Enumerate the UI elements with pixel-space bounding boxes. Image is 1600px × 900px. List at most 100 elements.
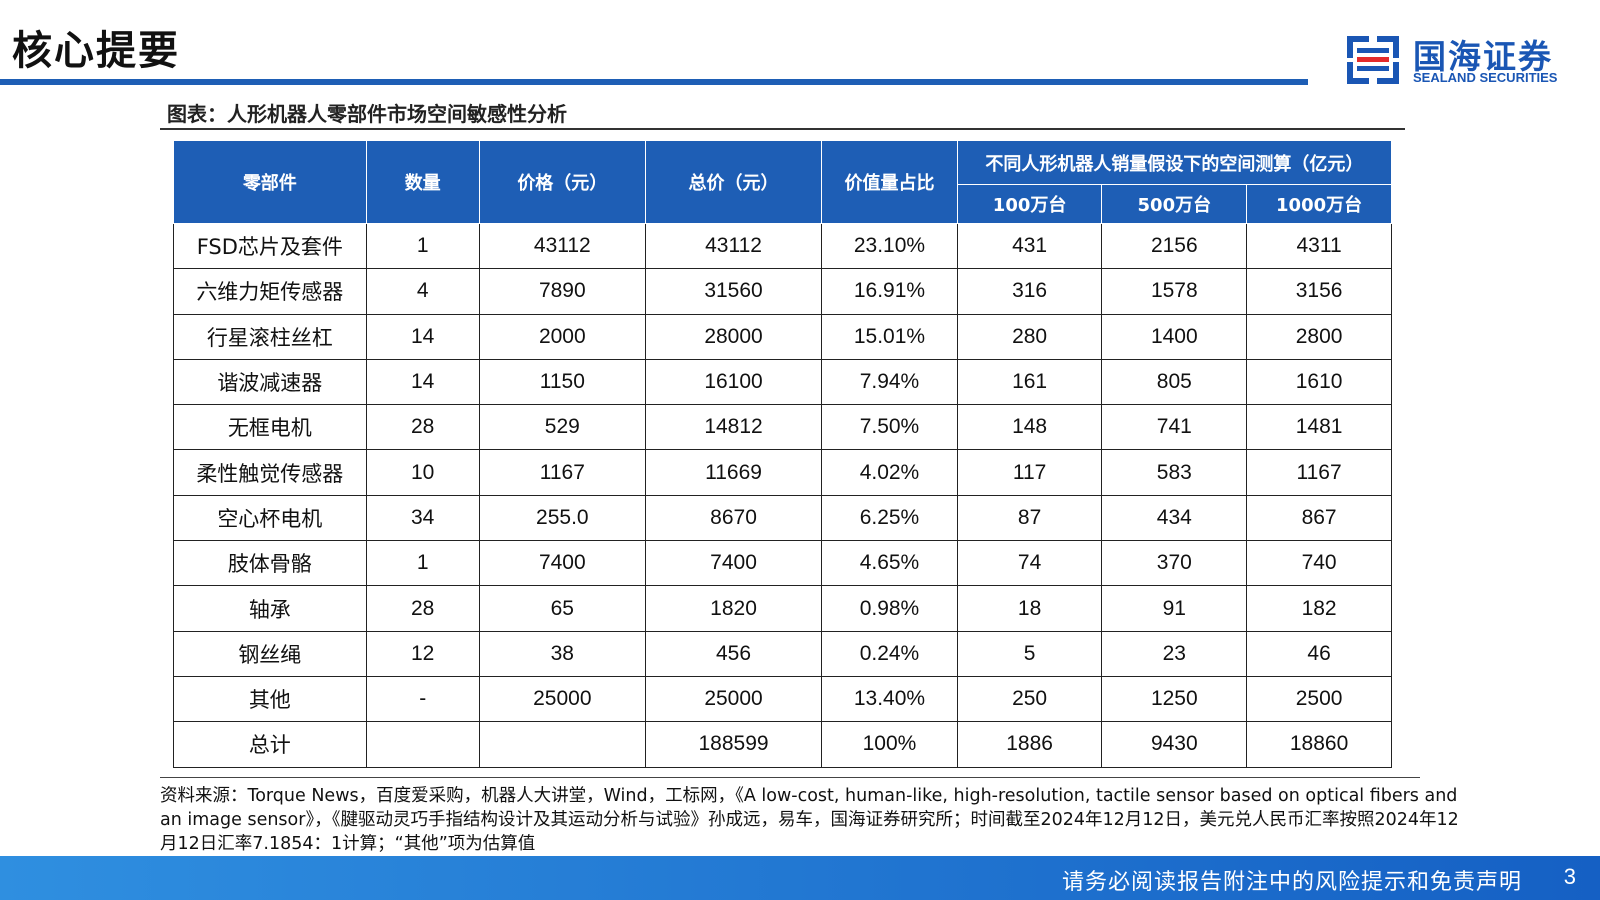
- source-note: 资料来源：Torque News，百度爱采购，机器人大讲堂，Wind，工标网，《…: [160, 786, 1459, 854]
- footer-disclaimer: 请务必阅读报告附注中的风险提示和免责声明: [1061, 870, 1522, 895]
- table-row: 肢体骨骼 1 7400 7400 4.65% 74 370 740: [173, 540, 1392, 587]
- cell-share: 0.98%: [821, 585, 958, 632]
- cell-s1: 18: [956, 585, 1103, 632]
- cell-s2: 434: [1101, 494, 1248, 542]
- cell-share: 7.94%: [821, 358, 958, 406]
- table-row: 空心杯电机 34 255.0 8670 6.25% 87 434 867: [173, 494, 1392, 542]
- cell-s1: 117: [956, 449, 1103, 496]
- cell-total: 31560: [644, 268, 823, 315]
- cell-part: 总计: [173, 721, 367, 768]
- cell-s1: 1886: [956, 721, 1103, 768]
- cell-share: 13.40%: [821, 675, 958, 723]
- cell-share: 23.10%: [821, 222, 958, 270]
- cell-s3: 2800: [1246, 313, 1392, 360]
- cell-s2: 1400: [1101, 313, 1248, 360]
- cell-part: 谐波减速器: [173, 358, 367, 406]
- cell-share: 4.65%: [821, 540, 958, 587]
- cell-s1: 161: [956, 358, 1103, 406]
- cell-s3: 182: [1246, 585, 1392, 632]
- cell-total: 11669: [644, 449, 823, 496]
- table-row: 总计 188599 100% 1886 9430 18860: [173, 721, 1392, 768]
- cell-qty: 14: [365, 358, 480, 406]
- cell-share: 100%: [821, 721, 958, 768]
- cell-part: 行星滚柱丝杠: [173, 313, 367, 360]
- cell-s2: 2156: [1101, 222, 1248, 270]
- cell-total: 8670: [644, 494, 823, 542]
- cell-qty: 14: [365, 313, 480, 360]
- figure-title-rule: [160, 128, 1405, 130]
- cell-s3: 46: [1246, 630, 1392, 677]
- cell-price: 43112: [478, 222, 646, 270]
- cell-s2: 23: [1101, 630, 1248, 677]
- header-part: 零部件: [173, 140, 367, 224]
- cell-total: 14812: [644, 404, 823, 451]
- title-underline: [0, 79, 1308, 85]
- cell-s3: 4311: [1246, 222, 1392, 270]
- page-number: 3: [1563, 864, 1576, 889]
- cell-qty: 34: [365, 494, 480, 542]
- cell-s2: 1250: [1101, 675, 1248, 723]
- cell-s3: 867: [1246, 494, 1392, 542]
- table-row: FSD芯片及套件 1 43112 43112 23.10% 431 2156 4311: [173, 222, 1392, 270]
- cell-price: 1167: [478, 449, 646, 496]
- footer-bar: 请务必阅读报告附注中的风险提示和免责声明 3: [0, 856, 1600, 900]
- figure-title: 图表：人形机器人零部件市场空间敏感性分析: [167, 102, 567, 126]
- header-scenario-1m: 100万台: [956, 184, 1103, 224]
- table-row: 行星滚柱丝杠 14 2000 28000 15.01% 280 1400 2800: [173, 313, 1392, 360]
- page-title: 核心提要: [12, 28, 180, 74]
- market-sensitivity-table: 零部件 数量 价格（元） 总价（元） 价值量占比 不同人形机器人销量假设下的空间…: [173, 140, 1393, 768]
- cell-qty: 10: [365, 449, 480, 496]
- cell-qty: 1: [365, 222, 480, 270]
- cell-total: 7400: [644, 540, 823, 587]
- table-row: 无框电机 28 529 14812 7.50% 148 741 1481: [173, 404, 1392, 451]
- cell-s2: 1578: [1101, 268, 1248, 315]
- table-row: 六维力矩传感器 4 7890 31560 16.91% 316 1578 3156: [173, 268, 1392, 315]
- company-logo: 国海证券 SEALAND SECURITIES: [1345, 28, 1590, 92]
- header-quantity: 数量: [365, 140, 480, 224]
- cell-part: 无框电机: [173, 404, 367, 451]
- cell-qty: 4: [365, 268, 480, 315]
- cell-s2: 741: [1101, 404, 1248, 451]
- cell-s1: 148: [956, 404, 1103, 451]
- cell-total: 25000: [644, 675, 823, 723]
- cell-s1: 280: [956, 313, 1103, 360]
- cell-s3: 18860: [1246, 721, 1392, 768]
- cell-s1: 74: [956, 540, 1103, 587]
- cell-part: 柔性触觉传感器: [173, 449, 367, 496]
- cell-total: 1820: [644, 585, 823, 632]
- cell-qty: 28: [365, 404, 480, 451]
- cell-part: 肢体骨骼: [173, 540, 367, 587]
- logo-chinese-name: 国海证券: [1413, 37, 1553, 76]
- cell-s3: 1610: [1246, 358, 1392, 406]
- cell-s2: 370: [1101, 540, 1248, 587]
- cell-qty: 1: [365, 540, 480, 587]
- header-value-share: 价值量占比: [821, 140, 958, 224]
- cell-total: 28000: [644, 313, 823, 360]
- cell-share: 15.01%: [821, 313, 958, 360]
- cell-qty: [365, 721, 480, 768]
- cell-s1: 431: [956, 222, 1103, 270]
- cell-qty: 12: [365, 630, 480, 677]
- cell-s3: 3156: [1246, 268, 1392, 315]
- cell-s1: 316: [956, 268, 1103, 315]
- cell-s2: 91: [1101, 585, 1248, 632]
- header-scenario-group: 不同人形机器人销量假设下的空间测算（亿元）: [956, 140, 1393, 185]
- cell-share: 16.91%: [821, 268, 958, 315]
- table-row: 谐波减速器 14 1150 16100 7.94% 161 805 1610: [173, 358, 1392, 406]
- cell-part: 六维力矩传感器: [173, 268, 367, 315]
- cell-price: 38: [478, 630, 646, 677]
- cell-price: 2000: [478, 313, 646, 360]
- cell-price: 7400: [478, 540, 646, 587]
- cell-total: 188599: [644, 721, 823, 768]
- cell-s1: 87: [956, 494, 1103, 542]
- cell-share: 7.50%: [821, 404, 958, 451]
- logo-english-name: SEALAND SECURITIES: [1413, 70, 1558, 85]
- table-row: 柔性触觉传感器 10 1167 11669 4.02% 117 583 1167: [173, 449, 1392, 496]
- cell-part: FSD芯片及套件: [173, 222, 367, 270]
- cell-share: 0.24%: [821, 630, 958, 677]
- cell-s2: 583: [1101, 449, 1248, 496]
- cell-share: 4.02%: [821, 449, 958, 496]
- cell-part: 其他: [173, 675, 367, 723]
- cell-s2: 805: [1101, 358, 1248, 406]
- table-body: FSD芯片及套件 1 43112 43112 23.10% 431 2156 4311 六维力矩…: [173, 222, 1392, 768]
